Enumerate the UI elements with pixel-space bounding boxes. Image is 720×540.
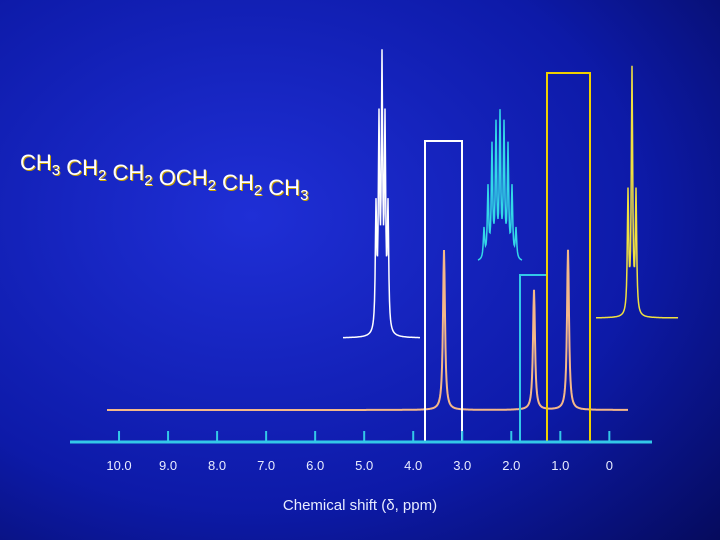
- formula: CH3 CH2 CH2 OCH2 CH2 CH3: [20, 150, 308, 204]
- formula-subscript: 2: [208, 177, 216, 194]
- formula-text: CH3 CH2 CH2 OCH2 CH2 CH3: [20, 150, 308, 204]
- x-axis-label: Chemical shift (δ, ppm): [283, 497, 437, 514]
- spectrum-trace: [596, 65, 679, 319]
- x-tick-label: 1.0: [551, 458, 569, 473]
- formula-subscript: 2: [254, 182, 262, 199]
- axis-ticks: 10.0 9.0 8.0 7.0 6.0 5.0 4.0 3.0 2.0 1.0 0: [106, 431, 613, 473]
- formula-group: CH: [262, 175, 300, 200]
- formula-group: CH: [216, 170, 254, 195]
- x-tick-label: 3.0: [453, 458, 471, 473]
- formula-subscript: 3: [52, 162, 60, 179]
- x-tick-label: 4.0: [404, 458, 422, 473]
- spectrum-trace: [107, 249, 628, 411]
- formula-subscript: 3: [300, 187, 308, 204]
- x-tick-label: 10.0: [106, 458, 131, 473]
- x-tick-label: 6.0: [306, 458, 324, 473]
- spectrum-trace: [477, 109, 523, 261]
- x-tick-label: 5.0: [355, 458, 373, 473]
- formula-group: CH: [20, 150, 52, 175]
- formula-subscript: 2: [98, 167, 106, 184]
- x-tick-label: 2.0: [502, 458, 520, 473]
- x-tick-label: 7.0: [257, 458, 275, 473]
- spectrum-trace: [343, 49, 420, 339]
- spectrum: [107, 49, 679, 411]
- formula-group: CH: [106, 160, 144, 185]
- formula-group: OCH: [153, 165, 208, 190]
- x-tick-label: 8.0: [208, 458, 226, 473]
- formula-subscript: 2: [144, 172, 152, 189]
- x-tick-label: 0: [606, 458, 613, 473]
- formula-group: CH: [60, 155, 98, 180]
- x-tick-label: 9.0: [159, 458, 177, 473]
